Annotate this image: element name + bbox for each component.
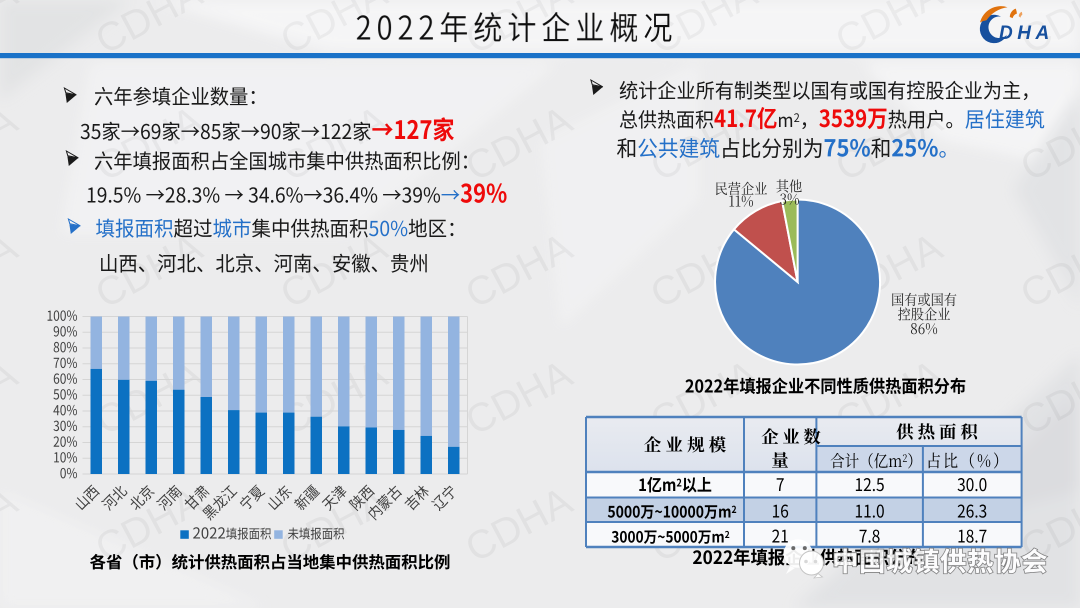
svg-text:DHA: DHA <box>999 23 1054 44</box>
